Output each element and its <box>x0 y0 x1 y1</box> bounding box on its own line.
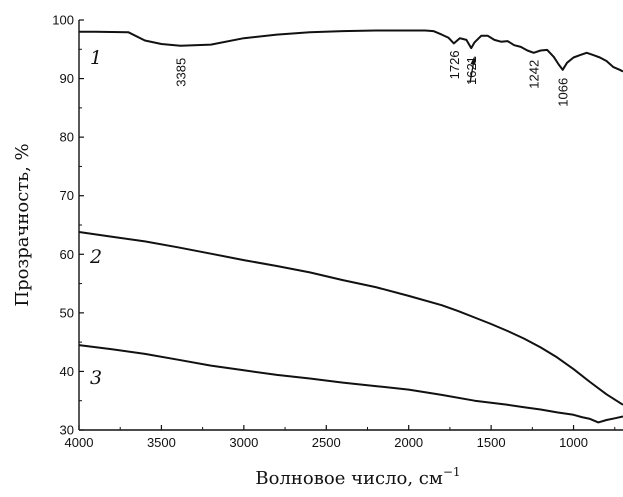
series-label-2: 2 <box>89 246 102 268</box>
x-tick-label: 1000 <box>559 435 588 450</box>
y-tick-label: 90 <box>60 71 74 86</box>
y-tick-label: 60 <box>60 247 74 262</box>
y-tick-label: 40 <box>60 364 74 379</box>
y-tick-label: 100 <box>52 13 74 28</box>
x-axis-title: Волновое число, см−1 <box>255 465 460 489</box>
x-axis-title-main: Волновое число, см <box>255 468 442 489</box>
y-ticks: 30 40 50 60 70 80 90 100 <box>52 13 84 438</box>
series-line-3 <box>78 344 623 424</box>
y-tick-label: 70 <box>60 188 74 203</box>
series-layer <box>78 29 623 424</box>
x-ticks: 4000 3500 3000 2500 2000 1500 1000 <box>65 425 616 450</box>
series-line-2 <box>78 231 623 406</box>
x-tick-label: 3500 <box>147 435 176 450</box>
peak-label-1726: 1726 <box>447 50 462 79</box>
peak-label-1066: 1066 <box>556 78 571 107</box>
x-tick-label: 2500 <box>312 435 341 450</box>
y-axis-title: Прозрачность, % <box>12 143 33 306</box>
y-tick-label: 50 <box>60 305 74 320</box>
x-tick-label: 4000 <box>65 435 94 450</box>
series-line-1 <box>79 29 623 73</box>
y-tick-label: 30 <box>60 423 74 438</box>
y-tick-label: 80 <box>60 130 74 145</box>
x-tick-label: 2000 <box>394 435 423 450</box>
peak-label-1242: 1242 <box>527 60 542 89</box>
arrow-1621-head <box>470 56 476 65</box>
peak-label-3385: 3385 <box>173 58 188 87</box>
x-tick-label: 3000 <box>229 435 258 450</box>
series-label-1: 1 <box>90 47 102 69</box>
x-tick-label: 1500 <box>477 435 506 450</box>
x-axis-title-superscript: −1 <box>443 465 461 479</box>
series-label-3: 3 <box>90 367 102 389</box>
